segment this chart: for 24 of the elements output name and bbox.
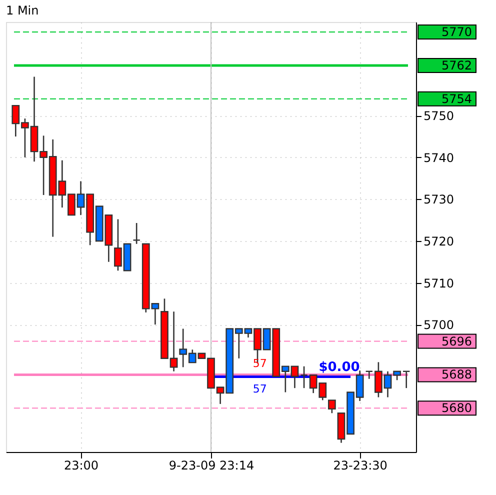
ref-line-label: 5770 bbox=[441, 25, 472, 40]
x-tick-label: 23-23:30 bbox=[333, 458, 388, 472]
y-tick-label: 5700 bbox=[424, 318, 454, 332]
y-tick-label: 5730 bbox=[424, 192, 454, 207]
y-tick-label: 5750 bbox=[424, 109, 454, 124]
ref-line-label: 5762 bbox=[441, 58, 472, 72]
ref-line-label: 5688 bbox=[441, 368, 472, 382]
candlestick bbox=[132, 222, 141, 245]
chart-title: 1 Min bbox=[6, 4, 39, 18]
candlestick bbox=[328, 400, 336, 414]
x-tick-label: 23:00 bbox=[64, 458, 99, 472]
candlestick bbox=[365, 370, 374, 380]
y-tick-label: 5740 bbox=[424, 150, 454, 165]
ref-line-label: 5754 bbox=[441, 92, 472, 106]
x-tick-label: 9-23-09 23:14 bbox=[168, 458, 254, 472]
candlestick bbox=[300, 366, 308, 389]
ref-line-label: 5696 bbox=[441, 334, 472, 348]
ref-line-label: 5680 bbox=[441, 401, 472, 416]
candlestick bbox=[402, 370, 410, 389]
y-tick-label: 5710 bbox=[424, 276, 454, 290]
annotation: $0.00 bbox=[318, 360, 360, 376]
annotation: 57 bbox=[252, 357, 267, 370]
annotation: 57 bbox=[252, 382, 267, 396]
y-tick-label: 5720 bbox=[424, 234, 454, 248]
